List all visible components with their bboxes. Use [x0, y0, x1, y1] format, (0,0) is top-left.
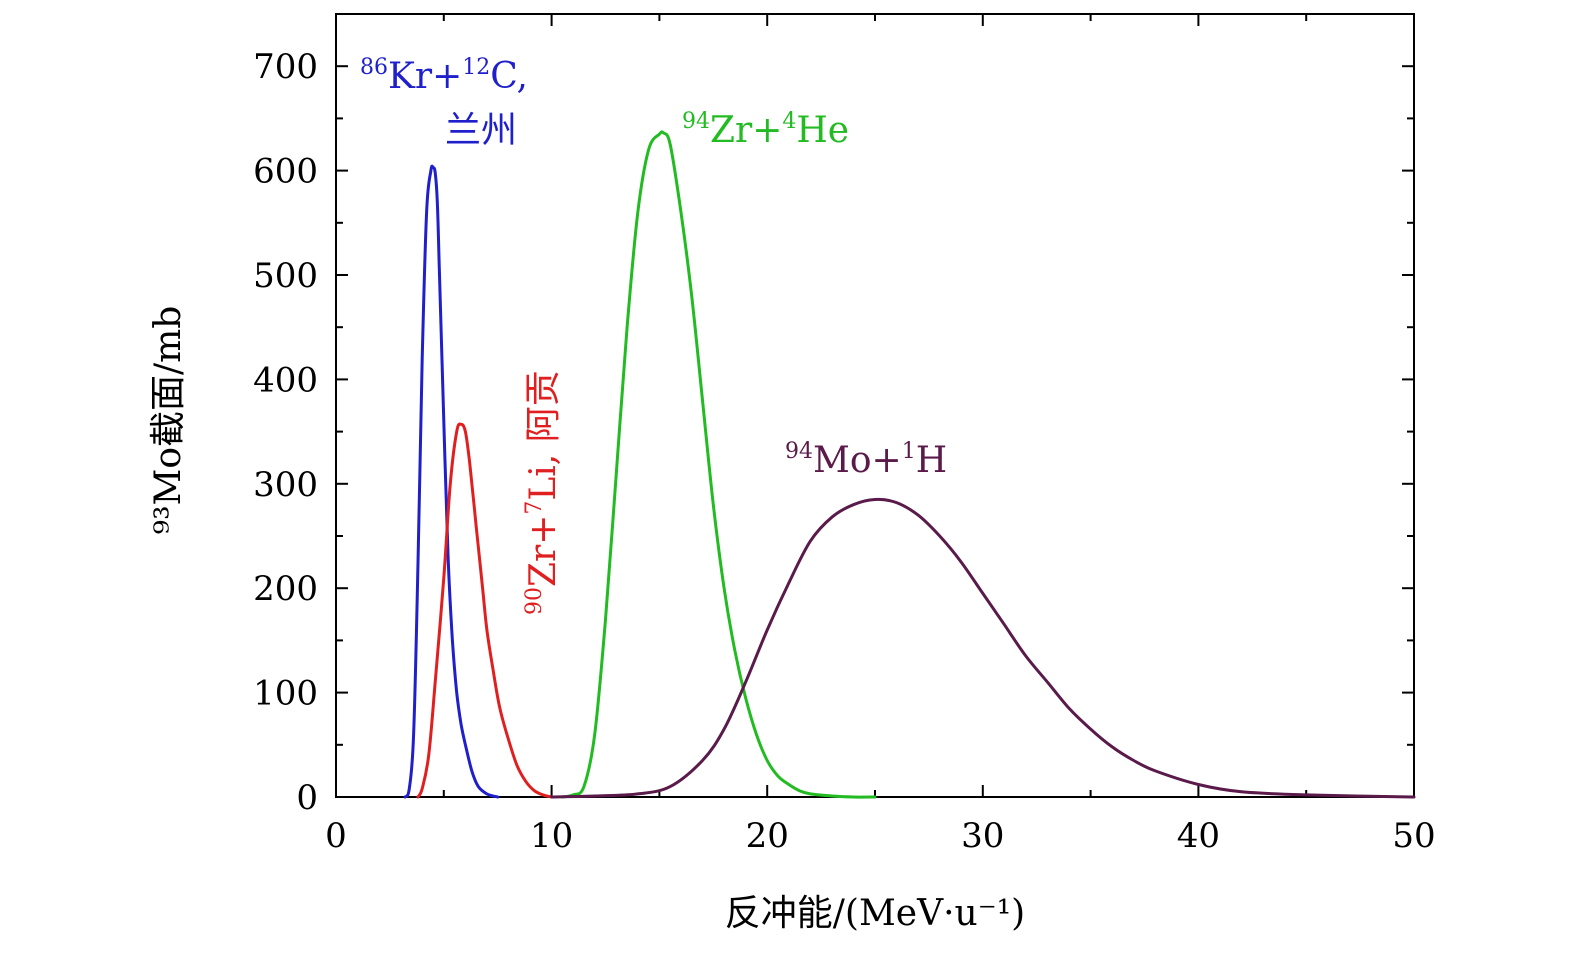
- x-axis-title: 反冲能/(MeV·u⁻¹): [725, 893, 1025, 934]
- x-tick-label: 40: [1177, 816, 1220, 856]
- svg-text:90Zr+7Li, 阿贡: 90Zr+7Li, 阿贡: [522, 370, 564, 615]
- series-label-zr-he: 94Zr+4He: [682, 109, 849, 151]
- svg-text:94Mo+1H: 94Mo+1H: [785, 439, 947, 481]
- series-label-zr-li-sup1: 90: [522, 587, 547, 615]
- series-lines: [403, 130, 1416, 799]
- series-label-mo-h-sup1: 94: [785, 439, 813, 464]
- svg-text:94Zr+4He: 94Zr+4He: [682, 109, 849, 151]
- series-label-zr-he-sup1: 94: [682, 109, 710, 134]
- y-tick-label: 0: [296, 778, 318, 818]
- y-tick-label: 700: [253, 47, 318, 87]
- series-label-kr-c-text2: C,: [490, 56, 528, 97]
- series-label-mo-h-text1: Mo+: [813, 440, 902, 481]
- x-tick-label: 0: [325, 816, 347, 856]
- x-tick-label: 50: [1392, 816, 1435, 856]
- y-tick-label: 600: [253, 152, 318, 192]
- series-label-zr-he-sup2: 4: [782, 109, 796, 134]
- y-tick-label: 100: [253, 674, 318, 714]
- series-label-zr-he-text1: Zr+: [710, 110, 782, 151]
- series-label-mo-h-text2: H: [916, 440, 947, 481]
- series-line-mo-h: [550, 497, 1416, 799]
- series-line-zr-li: [416, 422, 554, 799]
- series-line-kr-c: [403, 164, 500, 799]
- series-label-mo-h: 94Mo+1H: [785, 439, 947, 481]
- series-label-kr-c-line2: 兰州: [445, 110, 517, 151]
- series-label-zr-li-text1: Zr+: [523, 515, 564, 587]
- x-tick-label: 30: [961, 816, 1004, 856]
- series-label-kr-c: 86Kr+12C, 兰州: [360, 55, 528, 151]
- x-tick-label: 10: [530, 816, 573, 856]
- y-tick-label: 400: [253, 360, 318, 400]
- series-label-mo-h-sup2: 1: [902, 439, 916, 464]
- series-label-zr-li-text2: Li, 阿贡: [523, 370, 564, 500]
- series-label-zr-he-text2: He: [796, 110, 849, 151]
- y-tick-label: 300: [253, 465, 318, 505]
- series-line-zr-he: [560, 130, 877, 799]
- y-tick-label: 200: [253, 569, 318, 609]
- series-label-kr-c-sup1: 86: [360, 55, 388, 80]
- series-label-kr-c-text1: Kr+: [388, 56, 462, 97]
- svg-text:86Kr+12C,: 86Kr+12C,: [360, 55, 528, 97]
- x-tick-label: 20: [746, 816, 789, 856]
- series-label-zr-li: 90Zr+7Li, 阿贡: [522, 370, 564, 615]
- series-label-kr-c-sup2: 12: [462, 55, 490, 80]
- series-label-zr-li-sup2: 7: [522, 501, 547, 515]
- y-axis-title: ⁹³Mo截面/mb: [148, 306, 189, 535]
- y-tick-label: 500: [253, 256, 318, 296]
